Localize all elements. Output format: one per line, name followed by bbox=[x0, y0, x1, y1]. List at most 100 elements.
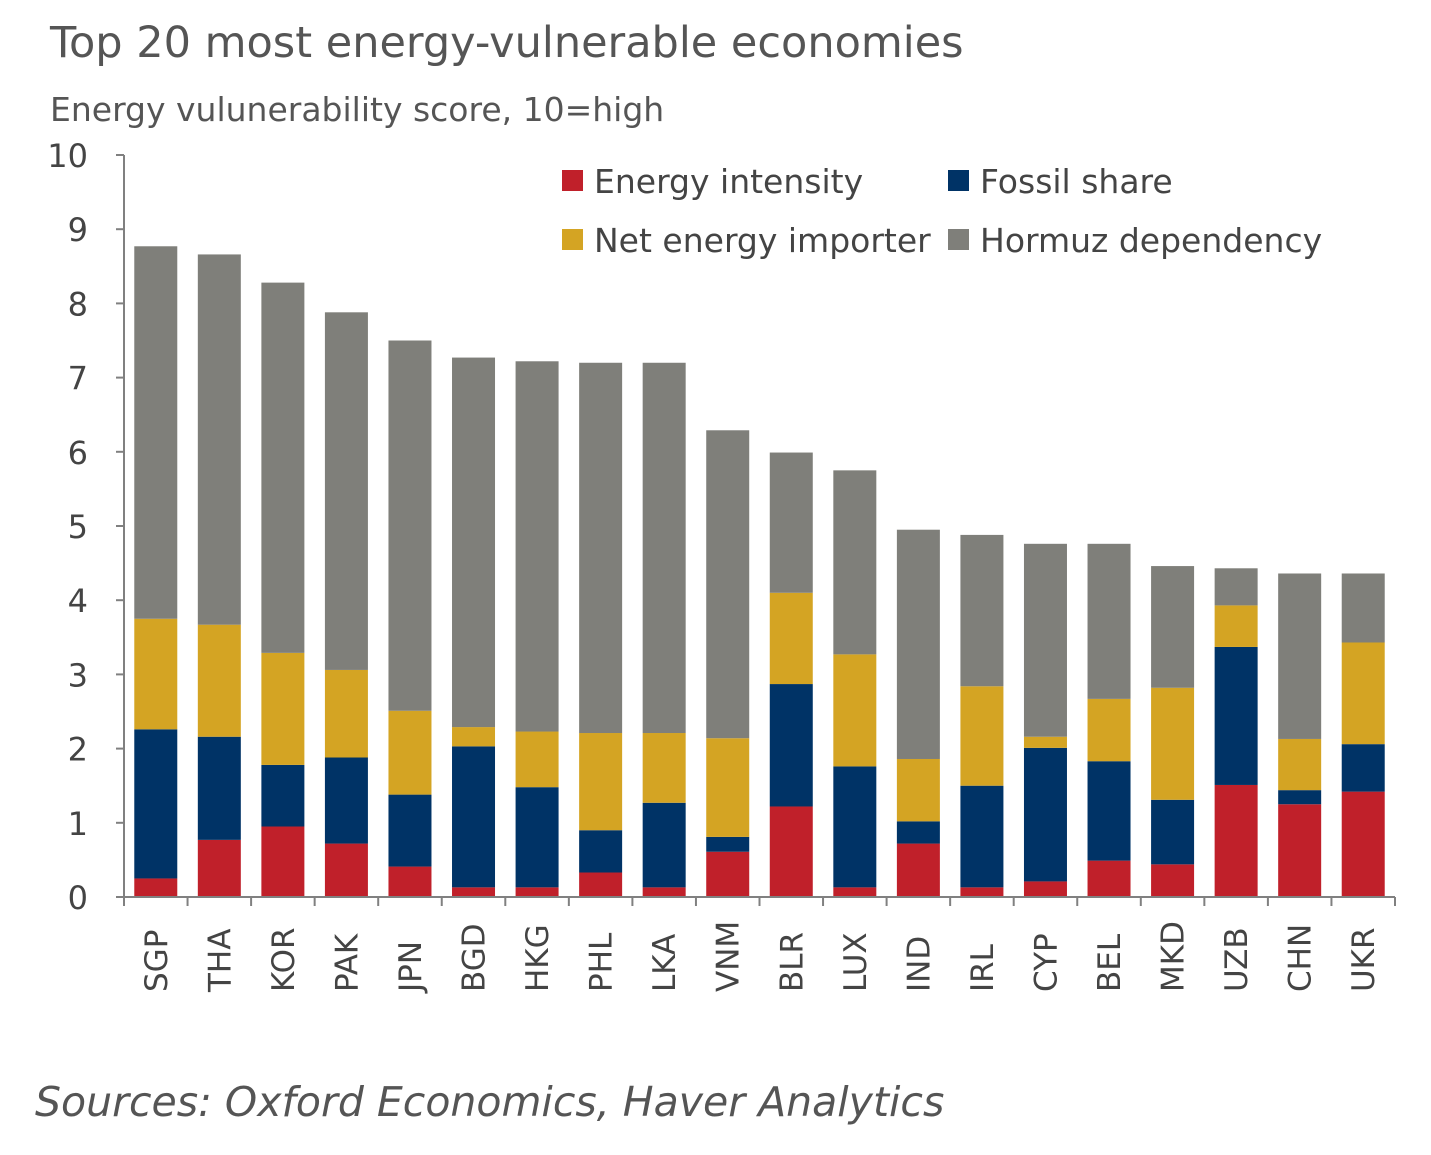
bar-hkg-net-energy-importer bbox=[515, 731, 559, 788]
bar-kor-energy-intensity bbox=[261, 826, 305, 897]
x-tick-label: CHN bbox=[1283, 924, 1319, 992]
x-tick-label: PHL bbox=[584, 932, 620, 992]
bar-phl-energy-intensity bbox=[579, 872, 623, 897]
legend-swatch-fossil-share bbox=[948, 170, 969, 191]
legend-label-hormuz-dependency: Hormuz dependency bbox=[980, 221, 1322, 260]
bar-pak-net-energy-importer bbox=[324, 669, 368, 758]
bar-ind-energy-intensity bbox=[896, 843, 940, 897]
bar-sgp-net-energy-importer bbox=[134, 618, 178, 730]
bar-blr-fossil-share bbox=[769, 684, 813, 807]
y-tick-label: 0 bbox=[68, 879, 88, 917]
chart-subtitle: Energy vulunerability score, 10=high bbox=[50, 90, 665, 129]
bar-pak-energy-intensity bbox=[324, 843, 368, 897]
x-tick-label: IRL bbox=[965, 943, 1001, 992]
bar-kor-hormuz-dependency bbox=[261, 282, 305, 653]
bar-vnm-net-energy-importer bbox=[706, 738, 750, 837]
legend: Energy intensity Fossil share Net energy i… bbox=[562, 162, 1322, 260]
bar-ukr-energy-intensity bbox=[1341, 791, 1385, 897]
x-tick-label: UZB bbox=[1219, 927, 1255, 992]
bar-phl-hormuz-dependency bbox=[579, 362, 623, 734]
bars-layer bbox=[134, 246, 1385, 897]
source-note: Sources: Oxford Economics, Haver Analyti… bbox=[35, 1078, 945, 1126]
legend-swatch-net-energy-importer bbox=[562, 229, 583, 250]
bar-uzb-energy-intensity bbox=[1214, 784, 1258, 897]
bar-tha-hormuz-dependency bbox=[197, 254, 241, 625]
x-tick-label: CYP bbox=[1028, 933, 1064, 992]
bar-hkg-hormuz-dependency bbox=[515, 361, 559, 732]
bar-sgp-energy-intensity bbox=[134, 878, 178, 897]
y-tick-label: 10 bbox=[47, 137, 88, 175]
x-tick-label: LUX bbox=[838, 932, 874, 992]
x-tick-label: BEL bbox=[1092, 933, 1128, 992]
bar-bel-energy-intensity bbox=[1087, 860, 1131, 897]
x-tick-label: IND bbox=[901, 936, 937, 992]
bar-tha-energy-intensity bbox=[197, 839, 241, 897]
legend-label-fossil-share: Fossil share bbox=[980, 162, 1173, 201]
axis-layer: SGP THA KOR PAK JPN BGD HKG PHL LKA VNM BLR LUX IND I… bbox=[47, 137, 1396, 994]
y-tick-label: 3 bbox=[68, 656, 88, 694]
y-tick-label: 1 bbox=[68, 805, 88, 843]
bar-lka-energy-intensity bbox=[642, 887, 686, 897]
bar-phl-net-energy-importer bbox=[579, 733, 623, 831]
bar-bel-fossil-share bbox=[1087, 761, 1131, 861]
y-tick-label: 6 bbox=[68, 434, 88, 472]
bar-lux-hormuz-dependency bbox=[833, 470, 877, 655]
bar-irl-fossil-share bbox=[960, 785, 1004, 888]
bar-blr-net-energy-importer bbox=[769, 592, 813, 685]
bar-lka-hormuz-dependency bbox=[642, 362, 686, 734]
bar-hkg-energy-intensity bbox=[515, 887, 559, 897]
bar-pak-hormuz-dependency bbox=[324, 312, 368, 670]
y-tick-label: 9 bbox=[68, 211, 88, 249]
bar-lux-net-energy-importer bbox=[833, 654, 877, 767]
bar-sgp-hormuz-dependency bbox=[134, 246, 178, 619]
bar-jpn-energy-intensity bbox=[388, 866, 432, 897]
bar-ind-net-energy-importer bbox=[896, 758, 940, 822]
x-tick-label: THA bbox=[202, 929, 238, 993]
y-tick-label: 4 bbox=[68, 582, 88, 620]
bar-vnm-fossil-share bbox=[706, 836, 750, 852]
x-tick-label: LKA bbox=[647, 934, 683, 992]
bar-pak-fossil-share bbox=[324, 757, 368, 844]
bar-chn-net-energy-importer bbox=[1278, 738, 1322, 791]
bar-lux-fossil-share bbox=[833, 766, 877, 888]
bar-jpn-hormuz-dependency bbox=[388, 340, 432, 711]
bar-irl-energy-intensity bbox=[960, 887, 1004, 897]
bar-mkd-net-energy-importer bbox=[1151, 687, 1195, 800]
bar-chn-hormuz-dependency bbox=[1278, 573, 1322, 739]
bar-ukr-hormuz-dependency bbox=[1341, 573, 1385, 643]
bar-blr-hormuz-dependency bbox=[769, 452, 813, 593]
y-tick-label: 8 bbox=[68, 285, 88, 323]
bar-bgd-hormuz-dependency bbox=[452, 357, 496, 728]
bar-chn-energy-intensity bbox=[1278, 804, 1322, 897]
bar-lka-fossil-share bbox=[642, 802, 686, 888]
bar-jpn-net-energy-importer bbox=[388, 710, 432, 795]
legend-label-net-energy-importer: Net energy importer bbox=[594, 221, 931, 260]
bar-bel-net-energy-importer bbox=[1087, 698, 1131, 762]
bar-chn-fossil-share bbox=[1278, 790, 1322, 805]
bar-sgp-fossil-share bbox=[134, 729, 178, 879]
bar-lux-energy-intensity bbox=[833, 887, 877, 897]
bar-tha-fossil-share bbox=[197, 736, 241, 840]
bar-cyp-fossil-share bbox=[1023, 747, 1067, 882]
bar-bgd-energy-intensity bbox=[452, 887, 496, 897]
bar-vnm-energy-intensity bbox=[706, 851, 750, 897]
bar-hkg-fossil-share bbox=[515, 787, 559, 888]
bar-ukr-fossil-share bbox=[1341, 744, 1385, 792]
x-tick-label: BLR bbox=[774, 932, 810, 992]
stacked-bar-chart: SGP THA KOR PAK JPN BGD HKG PHL LKA VNM BLR LUX IND I… bbox=[47, 137, 1396, 994]
legend-swatch-hormuz-dependency bbox=[948, 229, 969, 250]
bar-irl-hormuz-dependency bbox=[960, 534, 1004, 687]
bar-cyp-energy-intensity bbox=[1023, 881, 1067, 897]
x-tick-label: HKG bbox=[520, 924, 556, 992]
x-tick-label: JPN bbox=[393, 941, 429, 994]
chart-title: Top 20 most energy-vulnerable economies bbox=[50, 18, 964, 68]
x-tick-label: PAK bbox=[329, 933, 365, 992]
bar-jpn-fossil-share bbox=[388, 794, 432, 867]
bar-cyp-net-energy-importer bbox=[1023, 736, 1067, 748]
bar-tha-net-energy-importer bbox=[197, 624, 241, 737]
bar-vnm-hormuz-dependency bbox=[706, 430, 750, 739]
bar-uzb-fossil-share bbox=[1214, 646, 1258, 785]
bar-ind-fossil-share bbox=[896, 821, 940, 844]
bar-bgd-net-energy-importer bbox=[452, 727, 496, 747]
bar-mkd-fossil-share bbox=[1151, 799, 1195, 865]
